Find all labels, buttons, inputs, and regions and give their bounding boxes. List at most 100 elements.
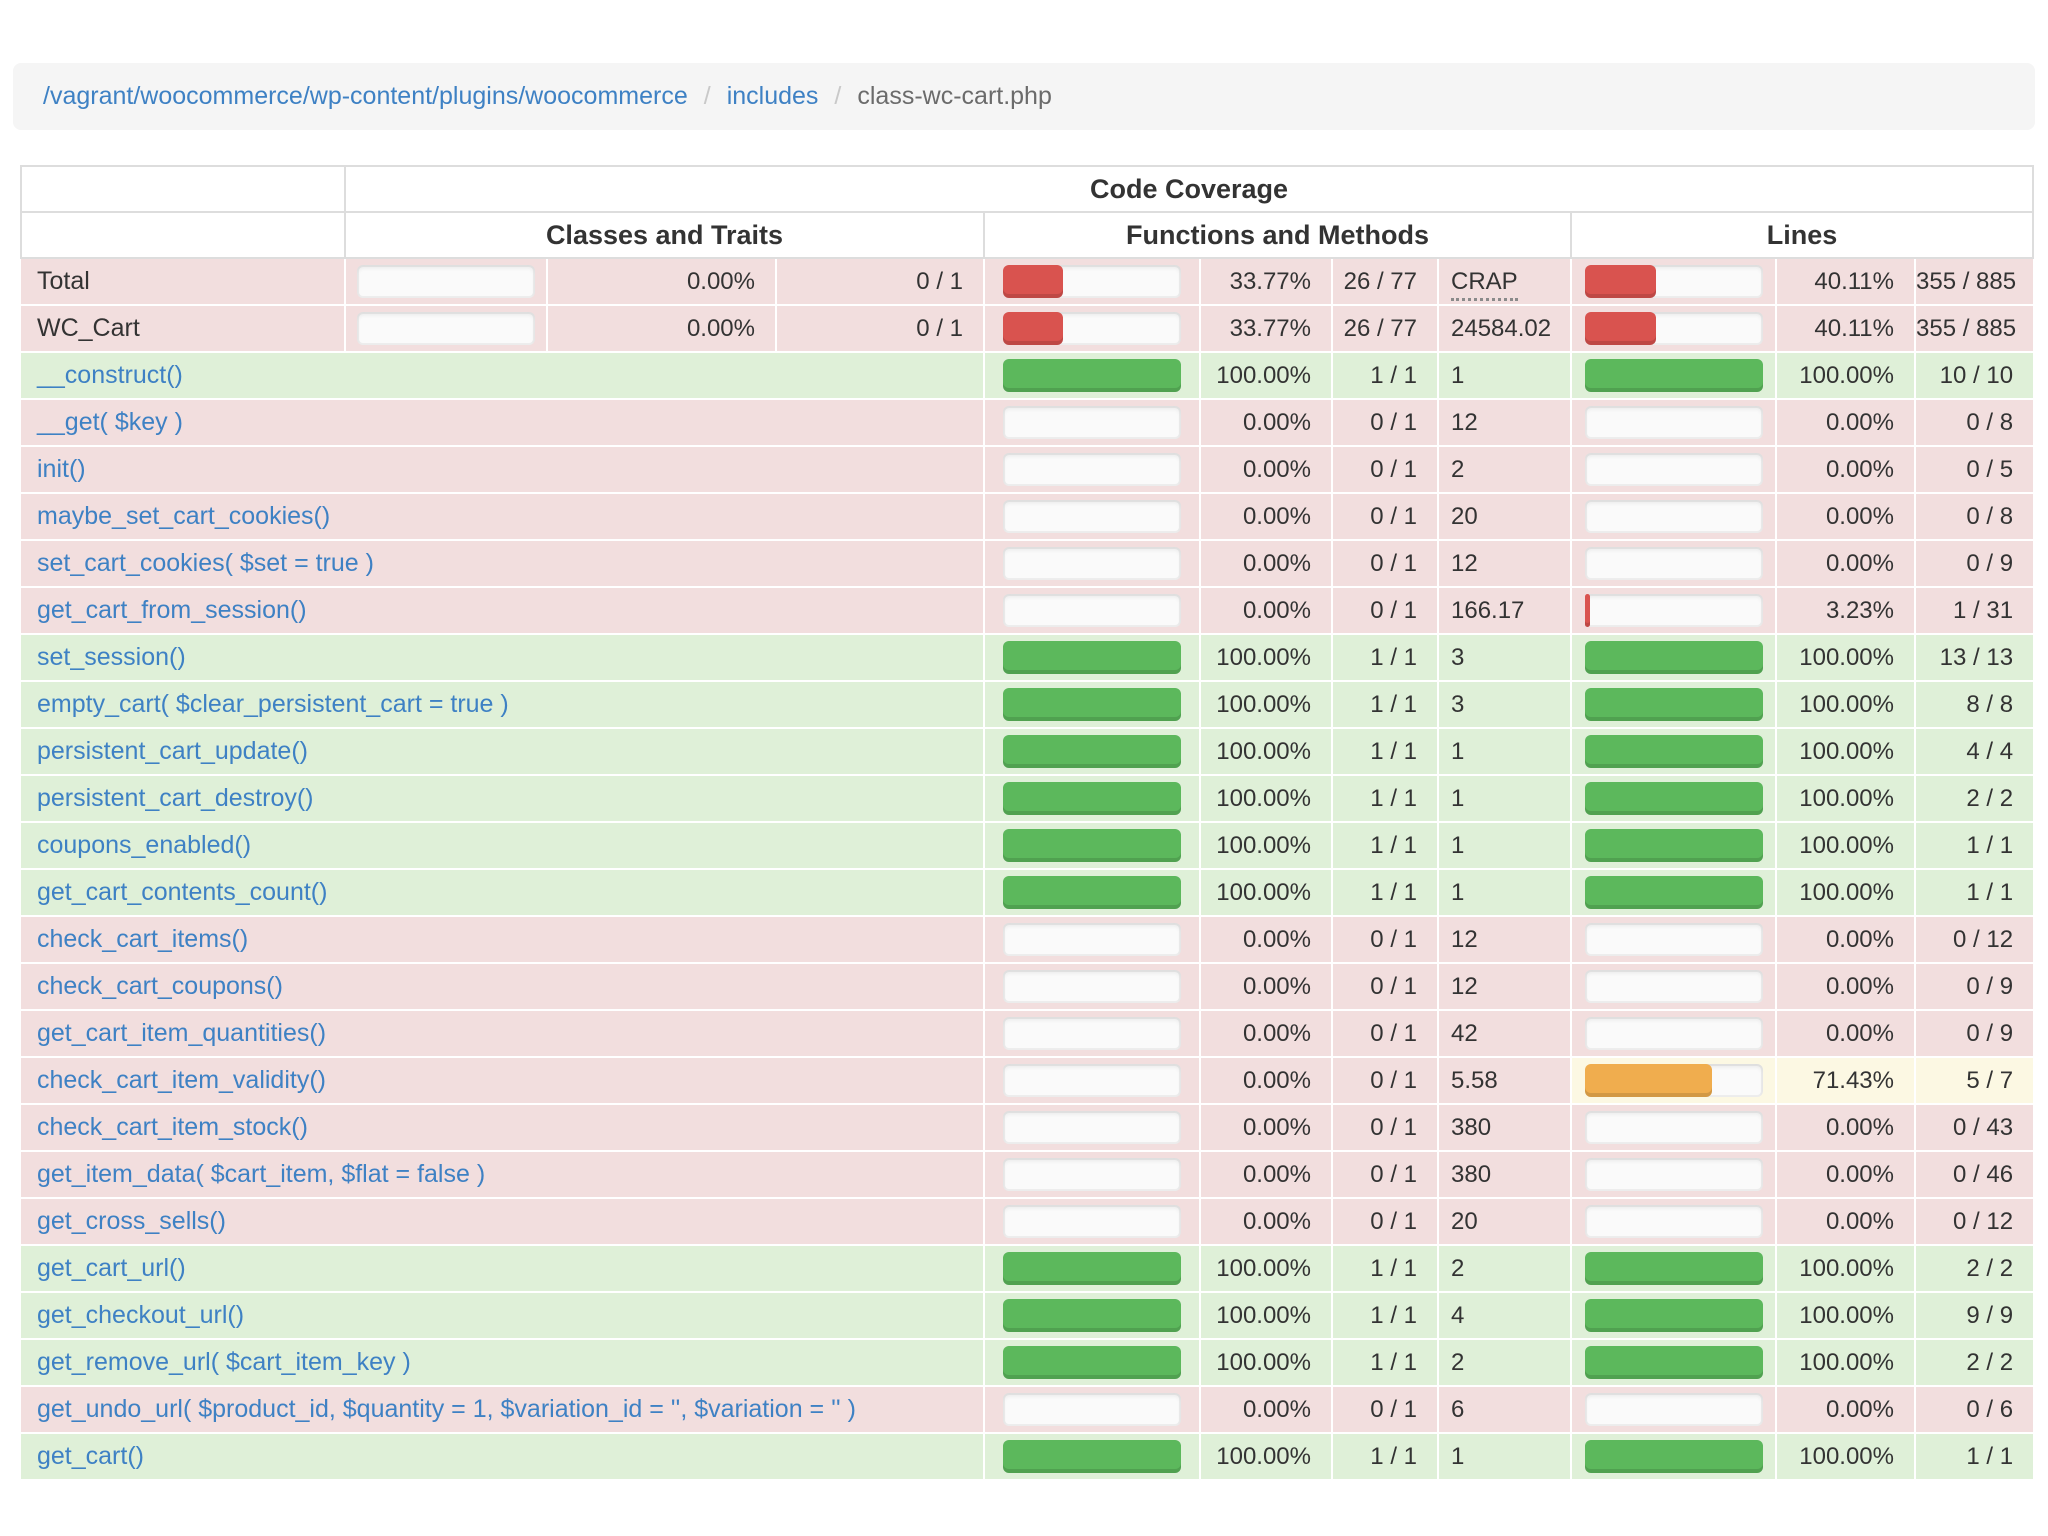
lines-percent-cell: 100.00% bbox=[1775, 821, 1915, 869]
functions-coverage-bar-track bbox=[1003, 1252, 1181, 1285]
lines-coverage-bar-track bbox=[1584, 500, 1763, 533]
row-name-cell: WC_Cart bbox=[21, 304, 345, 352]
functions-coverage-bar-fill bbox=[1003, 1299, 1181, 1332]
method-link[interactable]: __construct() bbox=[37, 361, 183, 389]
row-name-cell: get_cart_item_quantities() bbox=[21, 1009, 984, 1057]
functions-coverage-bar-track bbox=[1003, 1064, 1181, 1097]
functions-coverage-bar-track bbox=[1003, 406, 1181, 439]
method-link[interactable]: persistent_cart_update() bbox=[37, 737, 308, 765]
functions-coverage-bar-cell bbox=[983, 351, 1200, 399]
lines-coverage-bar-cell bbox=[1570, 1338, 1776, 1386]
functions-coverage-bar-track bbox=[1003, 782, 1181, 815]
crap-index-cell: 380 bbox=[1437, 1103, 1571, 1151]
row-name-cell: coupons_enabled() bbox=[21, 821, 984, 869]
method-link[interactable]: get_checkout_url() bbox=[37, 1301, 245, 1329]
functions-ratio-cell: 0 / 1 bbox=[1331, 1009, 1438, 1057]
lines-ratio-cell: 0 / 8 bbox=[1913, 398, 2034, 446]
table-row: set_session() 100.00% 1 / 1 3 100.00% 13 / 13 bbox=[21, 633, 2034, 681]
method-link[interactable]: get_cart_contents_count() bbox=[37, 878, 328, 906]
functions-coverage-bar-fill bbox=[1003, 1252, 1181, 1285]
lines-coverage-bar-fill bbox=[1584, 1440, 1763, 1473]
functions-percent-cell: 100.00% bbox=[1199, 1244, 1332, 1292]
method-link[interactable]: get_cross_sells() bbox=[37, 1207, 226, 1235]
lines-ratio-cell: 0 / 9 bbox=[1913, 962, 2034, 1010]
functions-coverage-bar-cell bbox=[983, 586, 1200, 634]
row-name-label: WC_Cart bbox=[37, 314, 140, 342]
table-row: get_cart_item_quantities() 0.00% 0 / 1 42 0.… bbox=[21, 1009, 2034, 1057]
lines-ratio-cell: 8 / 8 bbox=[1913, 680, 2034, 728]
method-link[interactable]: check_cart_item_validity() bbox=[37, 1066, 326, 1094]
functions-coverage-bar-cell bbox=[983, 304, 1200, 352]
functions-coverage-bar-cell bbox=[983, 1150, 1200, 1198]
functions-coverage-bar-cell bbox=[983, 915, 1200, 963]
table-row: get_cart_contents_count() 100.00% 1 / 1 1 10… bbox=[21, 868, 2034, 916]
lines-coverage-bar-track bbox=[1584, 1017, 1763, 1050]
row-name-cell: get_remove_url( $cart_item_key ) bbox=[21, 1338, 984, 1386]
table-row: __construct() 100.00% 1 / 1 1 100.00% 10 / 10 bbox=[21, 351, 2034, 399]
functions-percent-cell: 0.00% bbox=[1199, 962, 1332, 1010]
lines-coverage-bar-cell bbox=[1570, 258, 1776, 305]
method-link[interactable]: maybe_set_cart_cookies() bbox=[37, 502, 331, 530]
lines-coverage-bar-track bbox=[1584, 265, 1763, 298]
functions-coverage-bar-cell bbox=[983, 492, 1200, 540]
method-link[interactable]: get_cart_url() bbox=[37, 1254, 186, 1282]
functions-ratio-cell: 1 / 1 bbox=[1331, 868, 1438, 916]
table-row: persistent_cart_update() 100.00% 1 / 1 1 100… bbox=[21, 727, 2034, 775]
method-link[interactable]: get_cart_from_session() bbox=[37, 596, 307, 624]
row-name-cell: get_cart_url() bbox=[21, 1244, 984, 1292]
lines-percent-cell: 40.11% bbox=[1775, 304, 1915, 352]
crap-index-cell: 1 bbox=[1437, 774, 1571, 822]
method-link[interactable]: set_cart_cookies( $set = true ) bbox=[37, 549, 374, 577]
functions-coverage-bar-cell bbox=[983, 1009, 1200, 1057]
lines-ratio-cell: 1 / 1 bbox=[1913, 1432, 2034, 1479]
crap-index-cell: 12 bbox=[1437, 539, 1571, 587]
functions-coverage-bar-track bbox=[1003, 1393, 1181, 1426]
method-link[interactable]: persistent_cart_destroy() bbox=[37, 784, 314, 812]
row-name-cell: get_cart_contents_count() bbox=[21, 868, 984, 916]
functions-coverage-bar-track bbox=[1003, 1111, 1181, 1144]
method-link[interactable]: init() bbox=[37, 455, 86, 483]
method-link[interactable]: get_undo_url( $product_id, $quantity = 1… bbox=[37, 1395, 856, 1423]
row-name-cell: check_cart_items() bbox=[21, 915, 984, 963]
lines-coverage-bar-track bbox=[1584, 547, 1763, 580]
lines-coverage-bar-cell bbox=[1570, 1103, 1776, 1151]
functions-coverage-bar-track bbox=[1003, 641, 1181, 674]
functions-percent-cell: 100.00% bbox=[1199, 1338, 1332, 1386]
functions-ratio-cell: 0 / 1 bbox=[1331, 1056, 1438, 1104]
functions-coverage-bar-track bbox=[1003, 359, 1181, 392]
method-link[interactable]: check_cart_item_stock() bbox=[37, 1113, 308, 1141]
functions-coverage-bar-fill bbox=[1003, 782, 1181, 815]
functions-coverage-bar-cell bbox=[983, 680, 1200, 728]
method-link[interactable]: check_cart_coupons() bbox=[37, 972, 283, 1000]
crap-index-cell: 166.17 bbox=[1437, 586, 1571, 634]
method-link[interactable]: check_cart_items() bbox=[37, 925, 249, 953]
method-link[interactable]: get_item_data( $cart_item, $flat = false… bbox=[37, 1160, 486, 1188]
functions-coverage-bar-track bbox=[1003, 970, 1181, 1003]
breadcrumb-link-plugin-path[interactable]: /vagrant/woocommerce/wp-content/plugins/… bbox=[43, 82, 688, 110]
method-link[interactable]: get_cart_item_quantities() bbox=[37, 1019, 327, 1047]
method-link[interactable]: empty_cart( $clear_persistent_cart = tru… bbox=[37, 690, 509, 718]
row-name-cell: maybe_set_cart_cookies() bbox=[21, 492, 984, 540]
functions-percent-cell: 100.00% bbox=[1199, 868, 1332, 916]
functions-percent-cell: 0.00% bbox=[1199, 1385, 1332, 1433]
crap-index-cell: 1 bbox=[1437, 868, 1571, 916]
breadcrumb-link-includes[interactable]: includes bbox=[726, 82, 819, 110]
method-link[interactable]: coupons_enabled() bbox=[37, 831, 252, 859]
lines-coverage-bar-cell bbox=[1570, 1056, 1776, 1104]
method-link[interactable]: get_cart() bbox=[37, 1442, 144, 1470]
lines-coverage-bar-track bbox=[1584, 688, 1763, 721]
method-link[interactable]: get_remove_url( $cart_item_key ) bbox=[37, 1348, 411, 1376]
functions-percent-cell: 100.00% bbox=[1199, 633, 1332, 681]
lines-coverage-bar-cell bbox=[1570, 1197, 1776, 1245]
functions-percent-cell: 100.00% bbox=[1199, 774, 1332, 822]
method-link[interactable]: __get( $key ) bbox=[37, 408, 183, 436]
functions-coverage-bar-cell bbox=[983, 774, 1200, 822]
table-row: get_cart_url() 100.00% 1 / 1 2 100.00% 2 / 2 bbox=[21, 1244, 2034, 1292]
table-row: get_cart_from_session() 0.00% 0 / 1 166.17 3… bbox=[21, 586, 2034, 634]
coverage-title-row: Code Coverage bbox=[20, 165, 2035, 213]
lines-coverage-bar-fill bbox=[1584, 735, 1763, 768]
lines-coverage-bar-cell bbox=[1570, 680, 1776, 728]
lines-percent-cell: 100.00% bbox=[1775, 680, 1915, 728]
crap-index-cell: 1 bbox=[1437, 727, 1571, 775]
method-link[interactable]: set_session() bbox=[37, 643, 186, 671]
